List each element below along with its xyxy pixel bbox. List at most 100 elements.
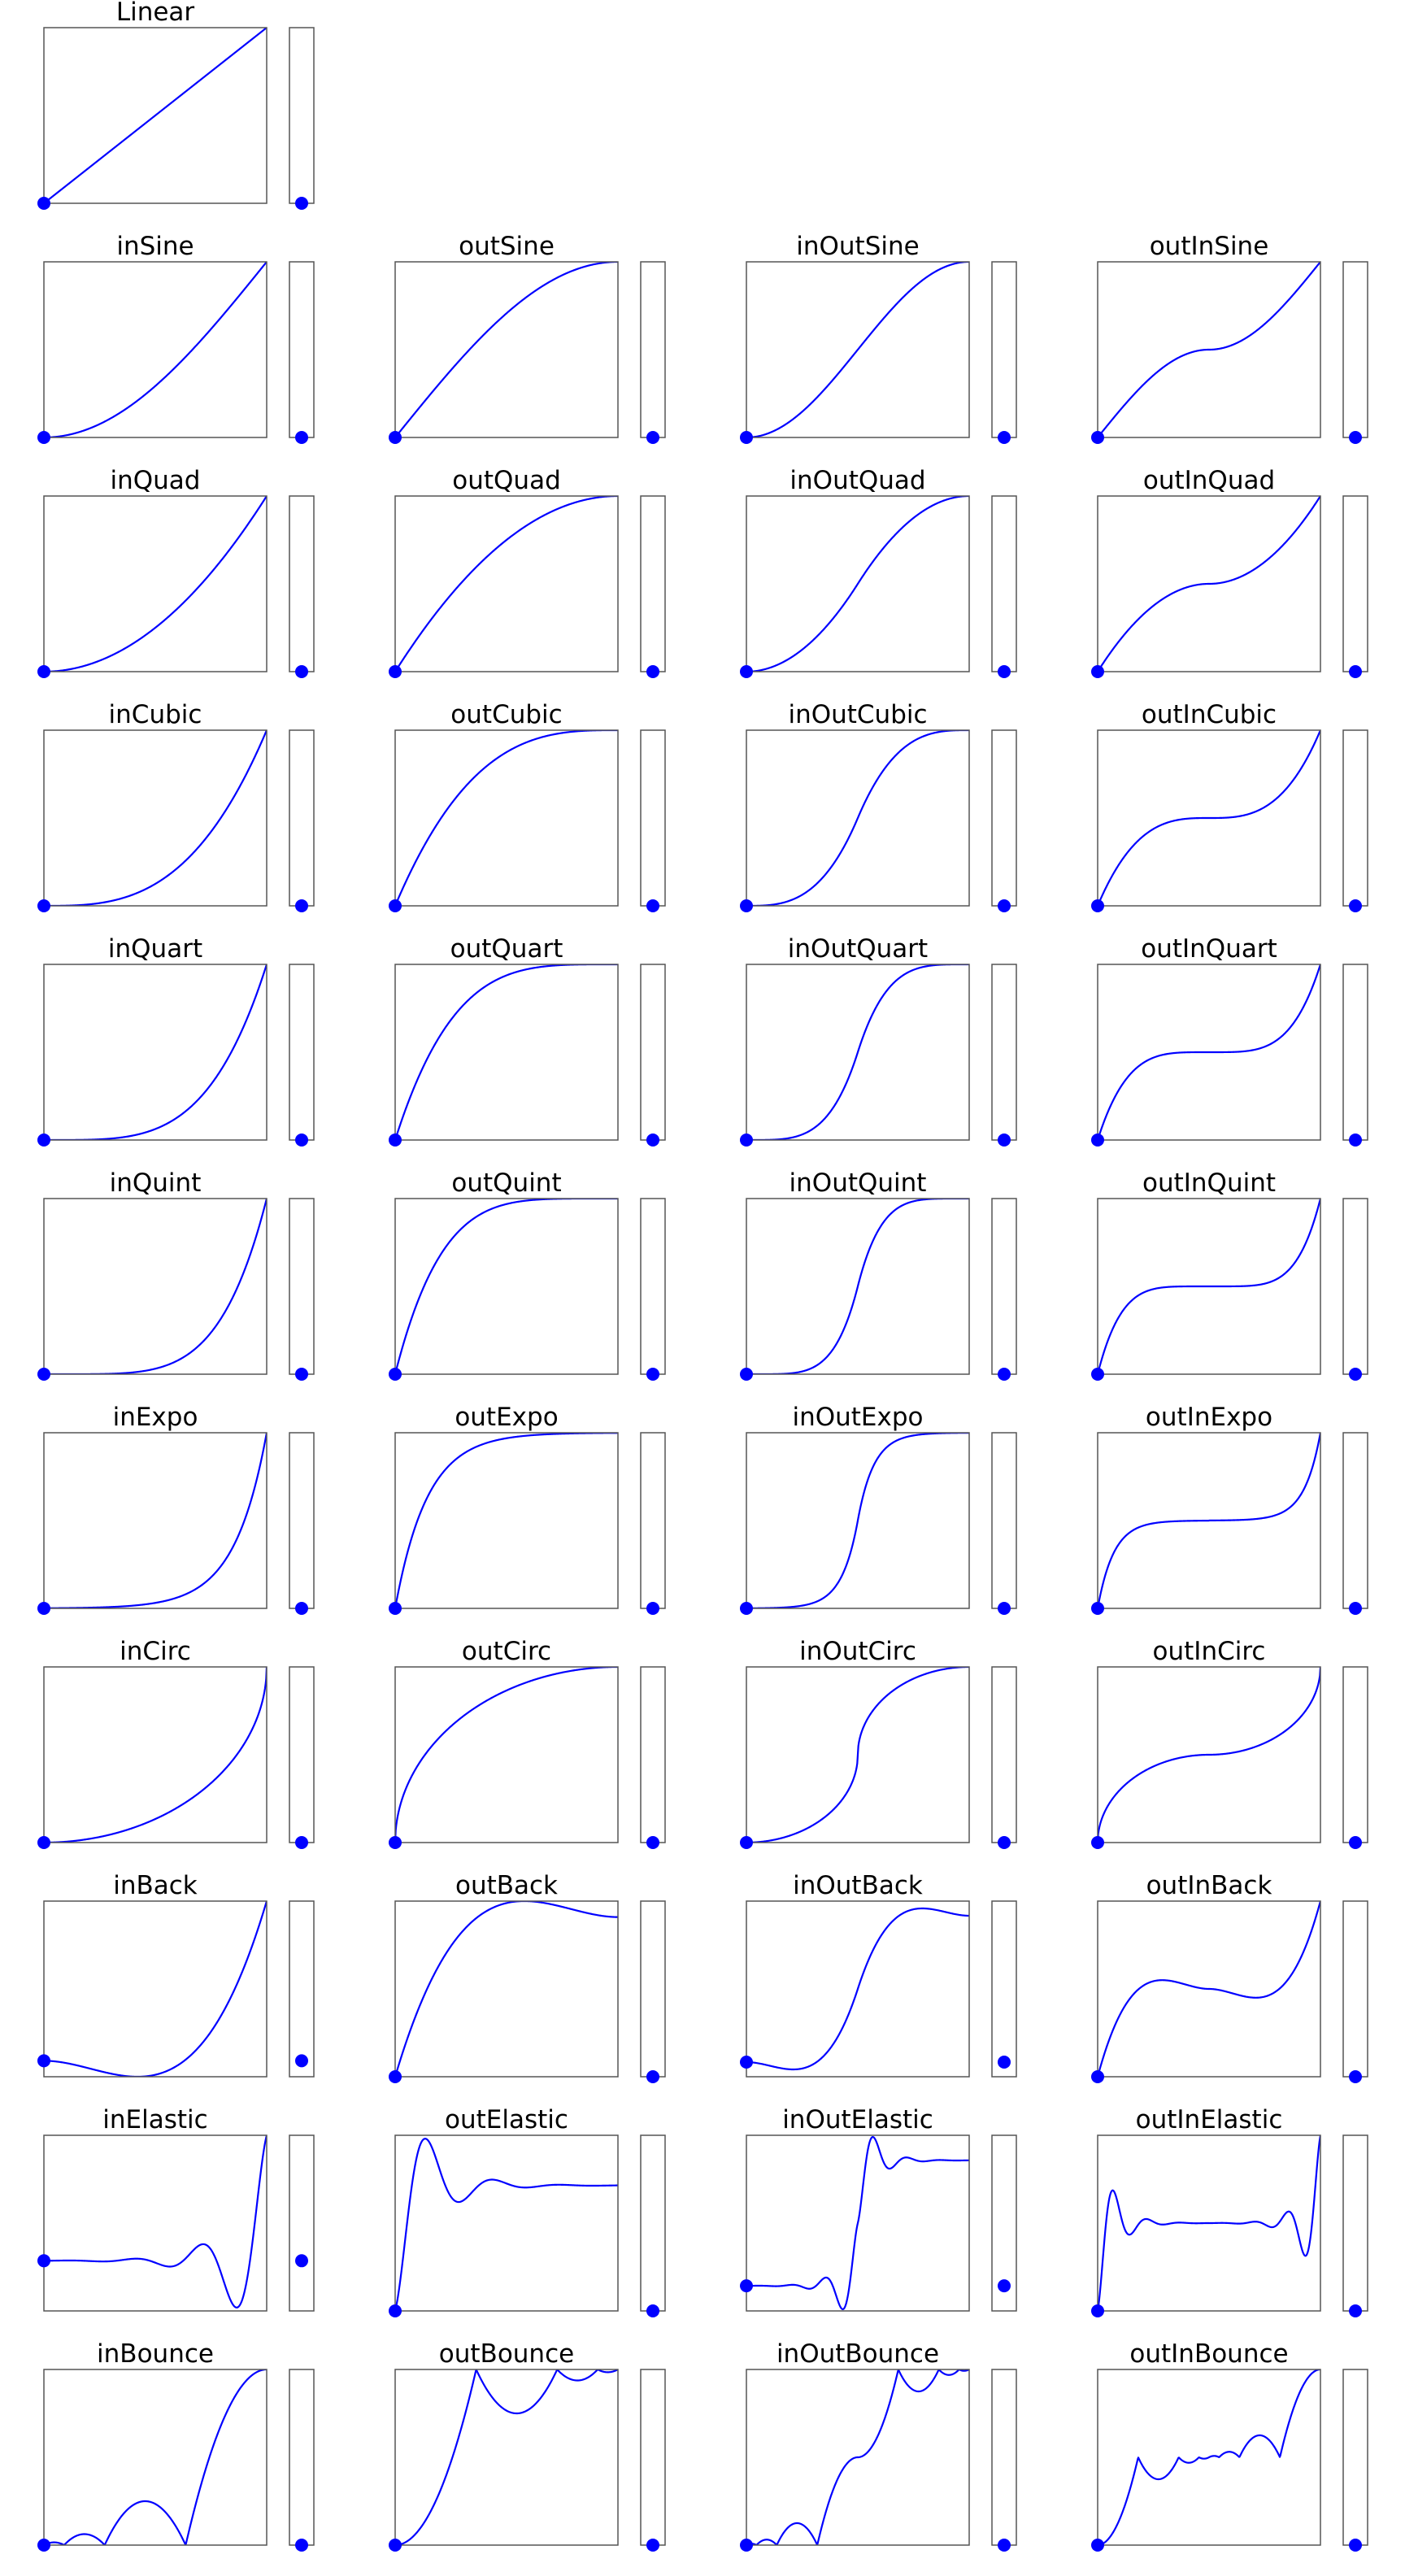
start-point-out-in-expo [1091,1602,1104,1615]
easing-curve-in-out-circ [746,1667,969,1843]
value-bar-in-elastic [289,2134,315,2312]
value-dot-in-out-bounce [998,2539,1011,2552]
panel-out-in-cubic: outInCubic [1091,700,1368,912]
value-dot-out-in-bounce [1349,2539,1362,2552]
plot-frame-in-expo [43,1432,268,1609]
value-dot-in-out-expo [998,1602,1011,1615]
value-dot-out-sine [646,431,659,444]
plot-frame-out-circ [394,1666,619,1843]
value-dot-out-bounce [646,2539,659,2552]
value-bar-in-out-quad [991,495,1017,672]
panel-out-in-elastic: outInElastic [1091,2105,1368,2317]
value-dot-out-in-quad [1349,665,1362,678]
easing-curve-out-elastic [395,2138,618,2311]
plot-frame-in-quart [43,964,268,1141]
easing-curve-out-in-sine [1098,262,1320,437]
value-bar-in-quart [289,964,315,1141]
start-point-in-cubic [37,899,50,912]
start-point-out-in-back [1091,2070,1104,2083]
easing-curve-out-in-quart [1098,964,1320,1140]
value-dot-linear [295,197,308,210]
value-bar-out-in-sine [1342,261,1368,438]
start-point-out-cubic [389,899,402,912]
plot-frame-out-quad [394,495,619,672]
value-dot-in-back [295,2054,308,2068]
start-point-in-quart [37,1134,50,1147]
panel-in-quint: inQuint [37,1168,315,1381]
panel-title-in-out-expo: inOutExpo [792,1403,923,1432]
panel-out-elastic: outElastic [389,2105,666,2317]
panel-title-in-out-quart: inOutQuart [788,934,928,964]
panel-in-quart: inQuart [37,934,315,1147]
panel-in-expo: inExpo [37,1403,315,1615]
start-point-in-out-back [740,2056,753,2069]
value-dot-out-in-elastic [1349,2304,1362,2317]
panel-out-sine: outSine [389,232,666,444]
value-bar-out-bounce [640,2369,666,2546]
value-bar-out-circ [640,1666,666,1843]
value-dot-in-elastic [295,2254,308,2268]
easing-curve-out-quart [395,964,618,1140]
start-point-out-in-sine [1091,431,1104,444]
plot-frame-in-quad [43,495,268,672]
panel-in-out-expo: inOutExpo [740,1403,1017,1615]
value-dot-out-in-cubic [1349,899,1362,912]
easing-curve-in-out-elastic [746,2135,969,2311]
easing-curve-in-quart [44,964,267,1140]
panel-in-elastic: inElastic [37,2105,315,2312]
easing-curve-in-out-quint [746,1199,969,1374]
plot-frame-out-in-cubic [1097,729,1321,907]
value-bar-out-in-elastic [1342,2134,1368,2312]
panel-title-out-quart: outQuart [450,934,563,964]
plot-frame-out-in-back [1097,1900,1321,2078]
panel-in-out-sine: inOutSine [740,232,1017,444]
easing-curve-out-in-circ [1098,1667,1320,1843]
plot-frame-in-out-circ [746,1666,970,1843]
plot-frame-out-back [394,1900,619,2078]
plot-frame-out-in-bounce [1097,2369,1321,2546]
panel-title-in-quad: inQuad [111,466,201,495]
start-point-in-out-bounce [740,2539,753,2552]
value-bar-out-back [640,1900,666,2078]
plot-frame-out-in-elastic [1097,2134,1321,2312]
plot-frame-out-in-expo [1097,1432,1321,1609]
easing-curve-in-cubic [44,730,267,906]
panel-out-in-circ: outInCirc [1091,1637,1368,1849]
easing-curve-out-in-cubic [1098,730,1320,906]
start-point-out-elastic [389,2304,402,2317]
value-dot-in-quint [295,1368,308,1381]
start-point-out-in-quad [1091,665,1104,678]
panel-title-out-circ: outCirc [462,1637,551,1666]
plot-frame-out-quart [394,964,619,1141]
value-dot-out-quart [646,1134,659,1147]
panel-title-out-cubic: outCubic [450,700,562,729]
value-dot-in-out-sine [998,431,1011,444]
panel-title-in-quint: inQuint [110,1168,202,1198]
start-point-in-out-quad [740,665,753,678]
plot-frame-in-bounce [43,2369,268,2546]
plot-frame-out-cubic [394,729,619,907]
easing-curve-out-in-expo [1098,1433,1320,1608]
start-point-in-out-expo [740,1602,753,1615]
easing-curve-out-quad [395,496,618,672]
panel-out-bounce: outBounce [389,2339,666,2552]
easing-curve-out-in-elastic [1098,2135,1320,2311]
panel-in-out-quint: inOutQuint [740,1168,1017,1381]
plot-frame-in-quint [43,1198,268,1375]
panel-in-cubic: inCubic [37,700,315,912]
panel-out-quart: outQuart [389,934,666,1147]
easing-curve-out-in-quad [1098,496,1320,672]
easing-curve-in-out-bounce [746,2369,969,2545]
panel-title-in-bounce: inBounce [97,2339,214,2369]
start-point-out-quart [389,1134,402,1147]
panel-title-out-in-quart: outInQuart [1141,934,1277,964]
value-dot-in-out-quad [998,665,1011,678]
start-point-out-circ [389,1836,402,1849]
panel-in-sine: inSine [37,232,315,444]
value-bar-out-in-expo [1342,1432,1368,1609]
value-bar-out-in-quint [1342,1198,1368,1375]
panel-out-cubic: outCubic [389,700,666,912]
panel-in-circ: inCirc [37,1637,315,1849]
value-bar-out-sine [640,261,666,438]
value-bar-out-in-circ [1342,1666,1368,1843]
